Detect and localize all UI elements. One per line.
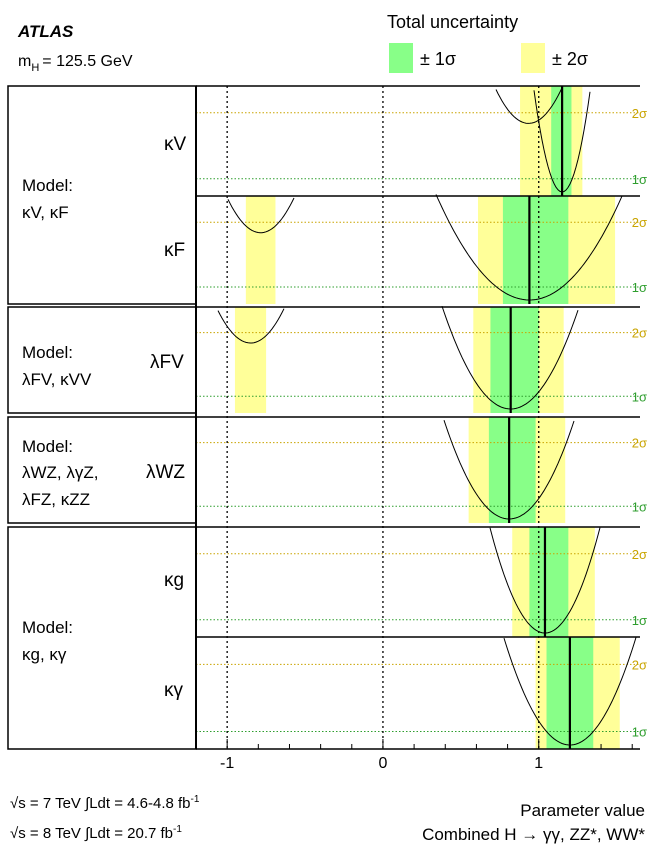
two-sigma-band-secondary [520,86,538,196]
higgs-mass-label: mH = 125.5 GeV [18,53,133,74]
panel-1: 1σ 2σ [196,85,647,196]
model-4-title: Model: [22,618,73,637]
panel-2: 1σ 2σ [196,194,647,304]
x-tick-label: 1 [534,755,543,772]
one-sigma-label: 1σ [632,613,647,628]
model-3-params-a: λWZ, λγZ, [22,463,98,482]
model-2-params: λFV, κVV [22,370,92,389]
two-sigma-band-secondary [245,196,276,304]
one-sigma-label: 1σ [632,172,647,187]
one-sigma-label: 1σ [632,389,647,404]
panel-6: 1σ 2σ [196,636,647,749]
likelihood-curve-secondary [227,197,295,234]
panel-5: 1σ 2σ [196,526,647,637]
model-box-4 [7,526,197,750]
two-sigma-label: 2σ [632,436,647,451]
one-sigma-band [488,417,536,523]
legend-1sigma-swatch [389,43,413,73]
two-sigma-label: 2σ [632,106,647,121]
footer-7tev: √s = 7 TeV ∫Ldt = 4.6-4.8 fb-1 [10,794,200,812]
footer-7tev-lumi: Ldt = 4.6-4.8 fb [89,795,190,812]
one-sigma-band [490,307,539,413]
higgs-mass-value: = 125.5 GeV [42,53,133,70]
plot-panels: 1σ 2σ 1σ 2σ 1σ 2σ 1σ 2σ 1σ 2σ 1σ 2σ [195,85,647,750]
two-sigma-label: 2σ [632,547,647,562]
two-sigma-label: 2σ [632,657,647,672]
param-label-kappa-f: κF [164,240,185,261]
param-label-lambda-wz: λWZ [146,462,185,483]
two-sigma-label: 2σ [632,326,647,341]
panel-3: 1σ 2σ [196,305,647,413]
model-1-params: κV, κF [22,203,69,222]
model-3-params-b: λFZ, κZZ [22,490,90,509]
footer-7tev-lumi-exp: -1 [191,794,200,805]
one-sigma-band [529,527,569,637]
legend-2sigma-swatch [521,43,545,73]
legend-2sigma-label: ± 2σ [552,49,588,69]
model-1-title: Model: [22,176,73,195]
likelihood-curve-secondary [495,87,563,124]
legend-title: Total uncertainty [387,12,518,32]
footer-8tev: √s = 8 TeV ∫Ldt = 20.7 fb-1 [10,824,182,842]
param-label-lambda-fv: λFV [150,352,184,373]
model-box-1 [7,85,197,305]
footer-7tev-energy: = 7 TeV [30,795,81,812]
footer-8tev-energy: = 8 TeV [30,825,81,842]
footer-8tev-lumi: Ldt = 20.7 fb [89,825,173,842]
param-label-kappa-v: κV [164,134,187,155]
param-label-kappa-gamma: κγ [164,680,184,701]
x-tick-label: -1 [220,755,234,772]
atlas-label: ATLAS [17,22,74,41]
one-sigma-band [502,196,569,304]
one-sigma-label: 1σ [632,280,647,295]
x-axis-title: Parameter value [520,801,645,820]
footer-8tev-lumi-exp: -1 [173,824,182,835]
model-2-title: Model: [22,343,73,362]
x-axis: -1 0 1 [195,739,633,772]
one-sigma-label: 1σ [632,725,647,740]
two-sigma-label: 2σ [632,215,647,230]
model-4-params: κg, κγ [22,645,67,664]
param-label-kappa-g: κg [164,570,184,591]
model-3-title: Model: [22,437,73,456]
panel-4: 1σ 2σ [196,416,647,523]
combined-channels-label: Combined H → γγ, ZZ*, WW* [422,825,645,844]
one-sigma-label: 1σ [632,499,647,514]
legend-1sigma-label: ± 1σ [420,49,456,69]
x-tick-label: 0 [378,755,387,772]
likelihood-curve-secondary [217,308,285,344]
two-sigma-band-secondary [234,307,267,413]
